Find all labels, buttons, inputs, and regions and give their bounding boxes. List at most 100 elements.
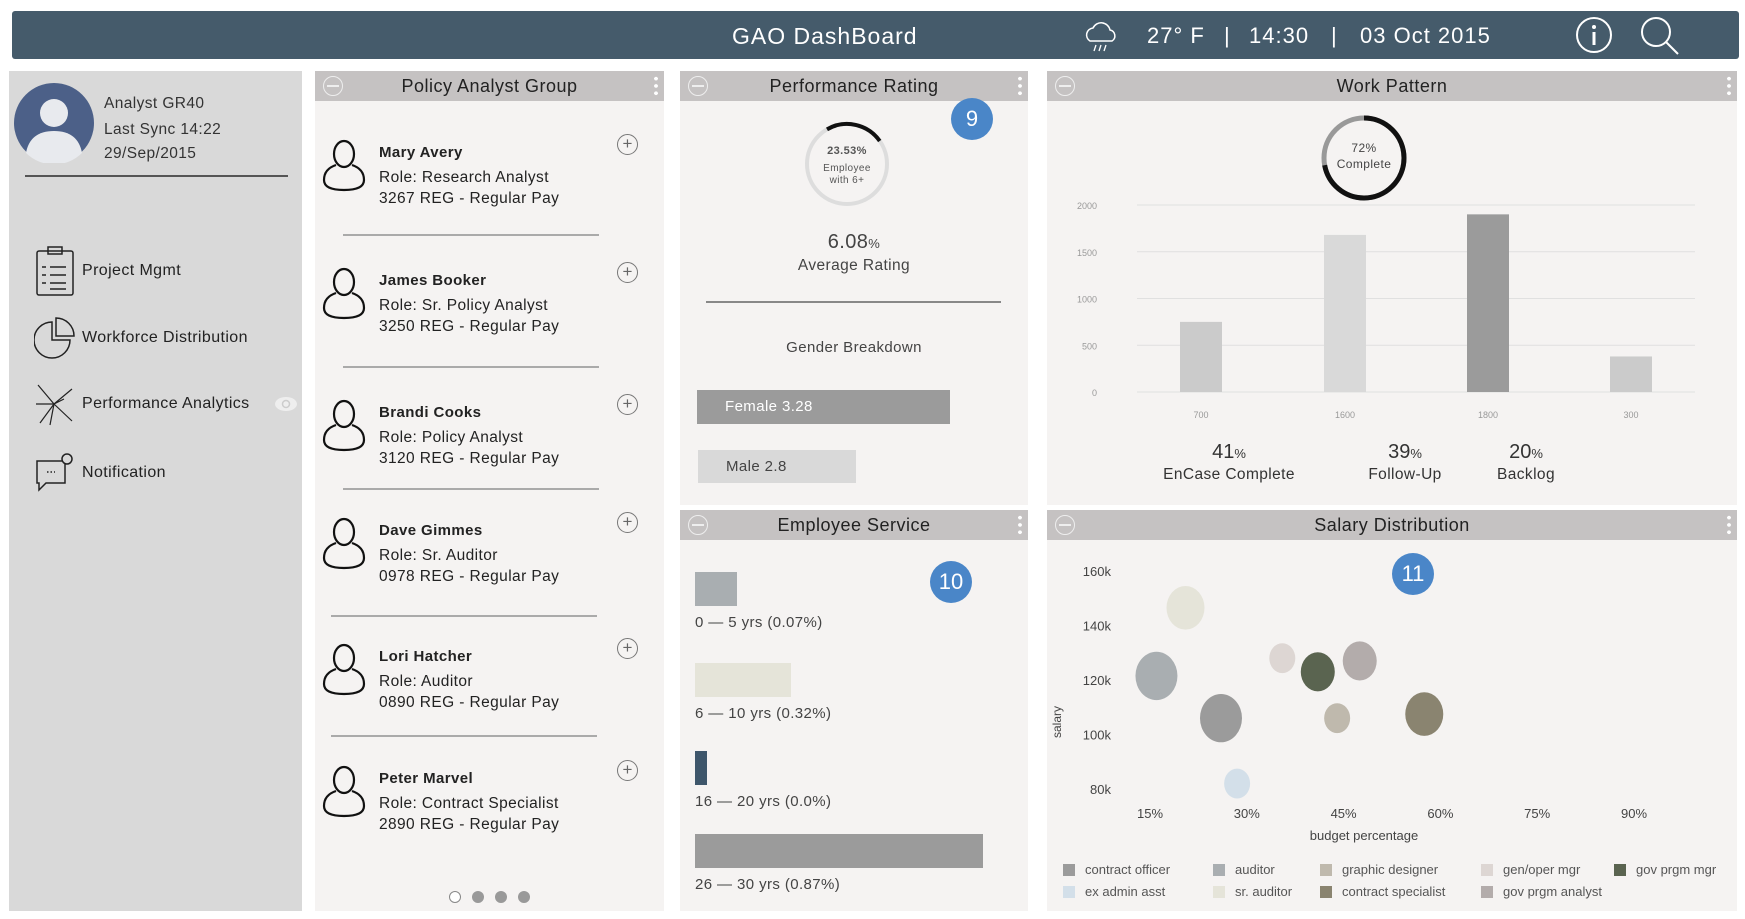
person-icon xyxy=(322,765,366,818)
x-tick-label: 700 xyxy=(1193,410,1208,420)
add-icon[interactable]: + xyxy=(617,394,638,415)
bubble-gov-prgm-analyst[interactable] xyxy=(1342,641,1377,681)
legend-label: contract officer xyxy=(1085,862,1171,877)
sync-date: 29/Sep/2015 xyxy=(104,145,197,162)
collapse-icon[interactable] xyxy=(1055,515,1075,535)
work-pattern-panel: Work Pattern 72% Complete 2000 1500 1000 50… xyxy=(1047,71,1737,505)
nav-workforce-distribution[interactable]: Workforce Distribution xyxy=(34,315,248,361)
more-options-icon[interactable] xyxy=(1727,514,1731,536)
chat-notification-icon xyxy=(36,453,73,492)
more-options-icon[interactable] xyxy=(1727,75,1731,97)
y-tick-label: 1000 xyxy=(1077,295,1097,305)
top-bar: GAO DashBoard 27° F | 14:30 | 03 Oct 201… xyxy=(12,11,1739,59)
bubble-sr-auditor[interactable] xyxy=(1166,585,1205,630)
nav-notification[interactable]: Notification xyxy=(34,450,166,496)
legend-swatch xyxy=(1481,885,1493,898)
collapse-icon[interactable] xyxy=(688,515,708,535)
collapse-icon[interactable] xyxy=(688,76,708,96)
separator: | xyxy=(1224,23,1231,48)
more-options-icon[interactable] xyxy=(654,75,658,97)
person-list-item[interactable]: James Booker Role: Sr. Policy Analyst 32… xyxy=(315,262,664,362)
person-icon xyxy=(322,139,366,192)
person-list-item[interactable]: Dave Gimmes Role: Sr. Auditor 0978 REG -… xyxy=(315,512,664,612)
page-dot-active[interactable] xyxy=(449,891,461,903)
page-dot[interactable] xyxy=(495,891,507,903)
average-rating-label: Average Rating xyxy=(797,257,911,274)
panel-title: Performance Rating xyxy=(769,76,939,96)
stat-label: Backlog xyxy=(1497,466,1555,483)
bar xyxy=(1180,321,1222,392)
legend-item: gov prgm analyst xyxy=(1481,884,1602,899)
female-label: Female 3.28 xyxy=(725,398,813,415)
info-icon[interactable] xyxy=(1574,15,1614,55)
add-icon[interactable]: + xyxy=(617,638,638,659)
more-options-icon[interactable] xyxy=(1018,514,1022,536)
clipboard-icon xyxy=(36,246,74,296)
bubble-graphic-designer[interactable] xyxy=(1324,703,1351,734)
y-tick-label: 500 xyxy=(1082,341,1097,351)
bubble-contract-officer[interactable] xyxy=(1199,694,1242,743)
female-bar: Female 3.28 xyxy=(697,390,950,424)
bubble-auditor[interactable] xyxy=(1135,651,1178,701)
person-name: Lori Hatcher xyxy=(379,648,473,665)
bubble-gen-oper-mgr[interactable] xyxy=(1269,643,1296,674)
x-tick-label: 30% xyxy=(1234,806,1260,821)
nav-label: Project Mgmt xyxy=(82,262,182,279)
employee-gauge xyxy=(805,122,889,206)
add-icon[interactable]: + xyxy=(617,134,638,155)
y-tick-label: 1500 xyxy=(1077,248,1097,258)
x-tick-label: 300 xyxy=(1623,410,1638,420)
add-icon[interactable]: + xyxy=(617,512,638,533)
y-tick-label: 100k xyxy=(1083,728,1112,743)
panel-title: Work Pattern xyxy=(1336,76,1448,96)
page-dot[interactable] xyxy=(518,891,530,903)
stat-label: Follow-Up xyxy=(1368,466,1442,483)
avg-unit: % xyxy=(868,236,881,251)
legend-label: ex admin asst xyxy=(1085,884,1166,899)
performance-rating-panel: Performance Rating 9 23.53% Employee wit… xyxy=(680,71,1028,505)
stat-value: 41 xyxy=(1212,441,1235,463)
person-icon xyxy=(322,517,366,570)
legend-item: gov prgm mgr xyxy=(1614,862,1716,877)
bar xyxy=(1467,214,1509,392)
person-list-item[interactable]: Peter Marvel Role: Contract Specialist 2… xyxy=(315,760,664,860)
person-pay: 0978 REG - Regular Pay xyxy=(379,568,560,585)
work-stat: 41% EnCase Complete xyxy=(1139,441,1319,484)
panel-header: Performance Rating xyxy=(680,71,1028,101)
person-pay: 2890 REG - Regular Pay xyxy=(379,816,560,833)
gender-breakdown-title: Gender Breakdown xyxy=(786,339,922,356)
nav-performance-analytics[interactable]: Performance Analytics xyxy=(34,381,304,427)
legend-label: auditor xyxy=(1235,862,1275,877)
collapse-icon[interactable] xyxy=(323,76,343,96)
page-dot[interactable] xyxy=(472,891,484,903)
legend-swatch xyxy=(1320,885,1332,898)
person-list-item[interactable]: Mary Avery Role: Research Analyst 3267 R… xyxy=(315,134,664,234)
gauge-label: with 6+ xyxy=(829,175,865,186)
person-role: Role: Contract Specialist xyxy=(379,795,559,812)
ring-percent: 72% xyxy=(1351,141,1377,155)
person-list-item[interactable]: Brandi Cooks Role: Policy Analyst 3120 R… xyxy=(315,394,664,494)
stat-label: EnCase Complete xyxy=(1163,466,1295,483)
person-pay: 0890 REG - Regular Pay xyxy=(379,694,560,711)
add-icon[interactable]: + xyxy=(617,262,638,283)
rain-cloud-icon xyxy=(1085,22,1116,52)
bubble-ex-admin-asst[interactable] xyxy=(1224,768,1251,799)
divider xyxy=(343,234,599,236)
person-list-item[interactable]: Lori Hatcher Role: Auditor 0890 REG - Re… xyxy=(315,638,664,738)
eye-icon[interactable] xyxy=(274,395,298,413)
person-role: Role: Auditor xyxy=(379,673,473,690)
person-role: Role: Sr. Auditor xyxy=(379,547,498,564)
more-options-icon[interactable] xyxy=(1018,75,1022,97)
panel-header: Work Pattern xyxy=(1047,71,1737,101)
bubble-contract-specialist[interactable] xyxy=(1405,692,1444,736)
search-icon[interactable] xyxy=(1638,14,1682,58)
legend-item: ex admin asst xyxy=(1063,884,1165,899)
add-icon[interactable]: + xyxy=(617,760,638,781)
bubble-gov-prgm-mgr[interactable] xyxy=(1300,652,1335,692)
legend-item: auditor xyxy=(1213,862,1275,877)
legend-swatch xyxy=(1213,885,1225,898)
nav-project-mgmt[interactable]: Project Mgmt xyxy=(34,246,182,296)
network-icon xyxy=(36,384,73,426)
legend-label: gen/oper mgr xyxy=(1503,862,1581,877)
collapse-icon[interactable] xyxy=(1055,76,1075,96)
